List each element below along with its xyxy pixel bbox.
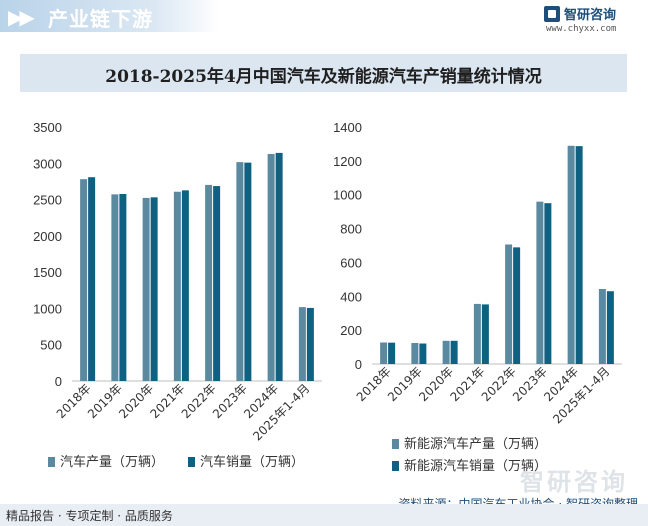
left-bar-production [173,191,181,381]
left-bar-sales [150,197,158,381]
right-legend-label: 新能源汽车销量（万辆） [404,458,547,474]
left-y-tick-label: 2000 [33,229,62,244]
left-legend-label: 汽车销量（万辆） [200,454,304,470]
left-legend-swatch [188,457,195,467]
header-banner [0,0,220,32]
left-bar-sales [88,177,96,381]
left-bar-sales [181,190,189,381]
right-bar-sales [606,291,614,364]
left-bar-production [236,162,244,381]
left-legend-label: 汽车产量（万辆） [60,454,164,470]
left-y-tick-label: 500 [40,338,62,353]
brand-logo-icon [544,6,560,22]
section-header: ▶▶ 产业链下游 智研咨询 www.chyxx.com [0,0,648,40]
right-legend-swatch [392,439,399,449]
right-legend-label: 新能源汽车产量（万辆） [404,436,547,452]
left-bar-production [267,153,275,381]
left-bar-sales [244,162,252,381]
right-y-tick-label: 1200 [333,154,362,169]
right-bar-sales [450,340,458,364]
left-bar-sales [275,152,283,381]
left-y-tick-label: 3500 [33,120,62,135]
left-bar-production [111,194,119,381]
left-bar-sales [119,193,127,381]
right-bar-sales [388,342,396,364]
right-bar-production [411,343,419,364]
right-bar-sales [513,247,521,364]
right-y-tick-label: 200 [340,323,362,338]
right-y-tick-label: 800 [340,222,362,237]
chart-title: 2018-2025年4月中国汽车及新能源汽车产销量统计情况 [105,67,542,87]
right-y-tick-label: 600 [340,255,362,270]
footer-bar: 精品报告 · 专项定制 · 品质服务 [0,504,648,526]
left-y-tick-label: 2500 [33,193,62,208]
left-bar-production [205,184,213,381]
left-bar-production [298,307,306,381]
right-bar-sales [481,304,489,364]
right-bar-production [380,342,388,364]
right-bar-sales [419,343,427,364]
left-legend-swatch [48,457,55,467]
brand-logo: 智研咨询 www.chyxx.com [544,4,634,36]
right-bar-production [536,201,544,364]
right-y-tick-label: 0 [355,357,362,372]
brand-name: 智研咨询 [564,8,617,23]
right-bar-production [505,244,513,364]
right-bar-production [442,340,450,364]
right-bar-production [567,145,575,364]
right-y-tick-label: 400 [340,289,362,304]
brand-url: www.chyxx.com [546,24,617,34]
right-bar-sales [544,203,552,364]
left-bar-sales [213,186,221,381]
left-bar-production [80,179,88,381]
section-title: 产业链下游 [48,7,153,31]
left-bar-sales [306,307,314,381]
left-y-tick-label: 0 [55,374,62,389]
double-arrow-icon: ▶▶ [8,5,35,29]
watermark-logo: 智研咨询 [520,468,628,496]
right-bar-production [473,303,481,364]
chart-title-band: 2018-2025年4月中国汽车及新能源汽车产销量统计情况 [20,54,627,92]
right-legend-swatch [392,461,399,471]
left-bar-production [142,197,150,381]
right-bar-sales [575,146,583,364]
footer-slogan: 精品报告 · 专项定制 · 品质服务 [6,509,173,523]
right-y-tick-label: 1400 [333,120,362,135]
left-y-tick-label: 1500 [33,265,62,280]
right-y-tick-label: 1000 [333,188,362,203]
right-bar-production [598,289,606,364]
left-y-tick-label: 3000 [33,156,62,171]
left-y-tick-label: 1000 [33,301,62,316]
